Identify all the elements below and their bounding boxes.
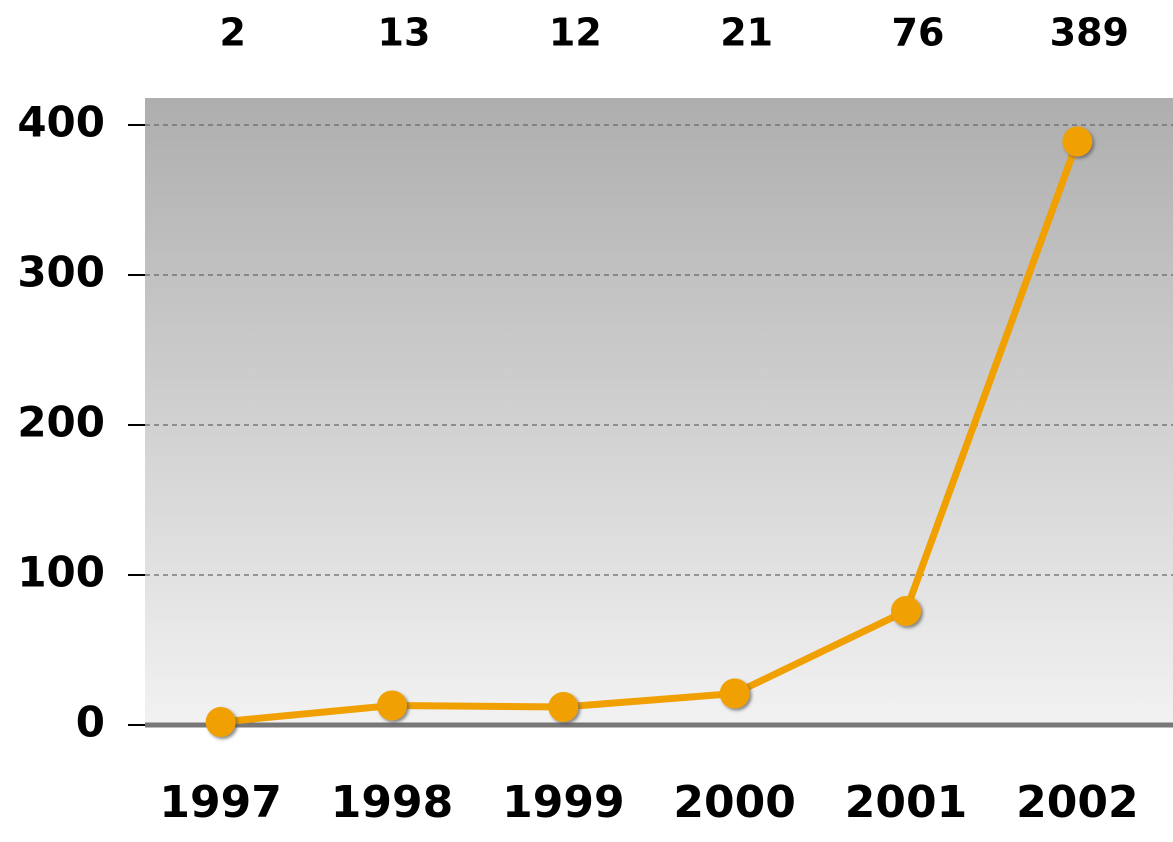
point	[377, 690, 407, 721]
y-tick-label: 200	[17, 398, 105, 447]
point	[719, 678, 750, 709]
point	[1062, 126, 1093, 157]
x-tick-label: 2002	[1016, 777, 1138, 828]
value-label: 21	[720, 11, 773, 55]
point	[205, 707, 236, 737]
y-tick-label: 400	[17, 98, 105, 147]
y-tick-label: 300	[17, 248, 105, 297]
point	[548, 692, 579, 722]
value-label: 12	[549, 11, 602, 55]
y-tick-label: 0	[76, 698, 105, 747]
x-tick-label: 2001	[845, 777, 967, 828]
x-tick-label: 1999	[502, 777, 624, 828]
value-label: 13	[378, 11, 431, 55]
line	[220, 140, 1081, 726]
point	[891, 596, 921, 626]
plot-area	[145, 98, 1173, 725]
value-label: 76	[892, 11, 945, 55]
x-tick-label: 1997	[159, 777, 281, 828]
value-label: 389	[1050, 11, 1129, 55]
x-tick-label: 1998	[331, 777, 453, 828]
x-tick-label: 2000	[673, 777, 795, 828]
value-label: 2	[219, 11, 245, 55]
y-tick-label: 100	[17, 548, 105, 597]
